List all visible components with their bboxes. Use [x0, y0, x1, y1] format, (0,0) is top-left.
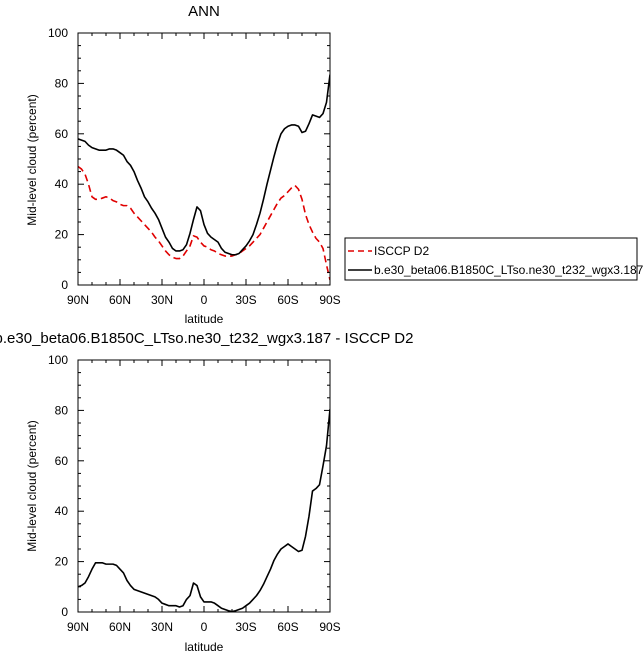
bottom-x-tick-label: 90S [319, 620, 340, 634]
top-panel-title: ANN [188, 3, 220, 20]
top-x-tick-label: 90S [319, 293, 340, 307]
bottom-series-line-0 [78, 409, 330, 612]
bottom-y-tick-label: 80 [55, 403, 69, 417]
top-x-tick-label: 90N [67, 293, 89, 307]
bottom-x-tick-label: 60N [109, 620, 131, 634]
bottom-x-tick-label: 30S [235, 620, 256, 634]
top-panel: ANN 0 20 40 60 80 100 90N 60N 30N 0 30S 60S 90S lati… [25, 3, 341, 326]
bottom-plot-area: 0 20 40 60 80 100 90N 60N 30N 0 30S 60S 90S [48, 353, 341, 634]
legend-label-isccp: ISCCP D2 [374, 244, 429, 258]
bottom-x-tick-label: 30N [151, 620, 173, 634]
legend-label-model: b.e30_beta06.B1850C_LTso.ne30_t232_wgx3.… [374, 263, 644, 277]
bottom-plot-frame [77, 359, 331, 613]
top-x-tick-label: 60S [277, 293, 298, 307]
bottom-x-tick-label: 60S [277, 620, 298, 634]
top-y-tick-label: 0 [61, 278, 68, 292]
bottom-y-tick-label: 20 [55, 555, 69, 569]
top-x-tick-label: 0 [201, 293, 208, 307]
top-y-tick-label: 60 [55, 127, 69, 141]
top-panel-ylabel: Mid-level cloud (percent) [25, 94, 39, 225]
bottom-x-tick-label: 0 [201, 620, 208, 634]
legend-box [344, 237, 638, 281]
bottom-y-tick-label: 60 [55, 454, 69, 468]
bottom-panel-xlabel: latitude [185, 640, 224, 654]
top-x-tick-label: 30S [235, 293, 256, 307]
top-plot-frame [77, 32, 331, 286]
top-series-line-0 [78, 165, 330, 281]
top-x-tick-label: 60N [109, 293, 131, 307]
top-plot-area: 0 20 40 60 80 100 90N 60N 30N 0 30S 60S 90S [48, 26, 341, 307]
top-x-tick-label: 30N [151, 293, 173, 307]
top-y-tick-label: 80 [55, 76, 69, 90]
bottom-panel: b.e30_beta06.B1850C_LTso.ne30_t232_wgx3.… [0, 330, 413, 654]
legend: ISCCP D2 b.e30_beta06.B1850C_LTso.ne30_t… [344, 237, 644, 281]
bottom-y-tick-label: 100 [48, 353, 68, 367]
bottom-y-tick-label: 0 [61, 605, 68, 619]
bottom-y-tick-label: 40 [55, 504, 69, 518]
top-panel-xlabel: latitude [185, 312, 224, 326]
top-y-tick-label: 20 [55, 228, 69, 242]
bottom-panel-title: b.e30_beta06.B1850C_LTso.ne30_t232_wgx3.… [0, 330, 413, 347]
top-y-tick-label: 40 [55, 177, 69, 191]
bottom-x-tick-label: 90N [67, 620, 89, 634]
top-y-tick-label: 100 [48, 26, 68, 40]
bottom-panel-ylabel: Mid-level cloud (percent) [25, 420, 39, 551]
top-series-line-1 [78, 74, 330, 256]
